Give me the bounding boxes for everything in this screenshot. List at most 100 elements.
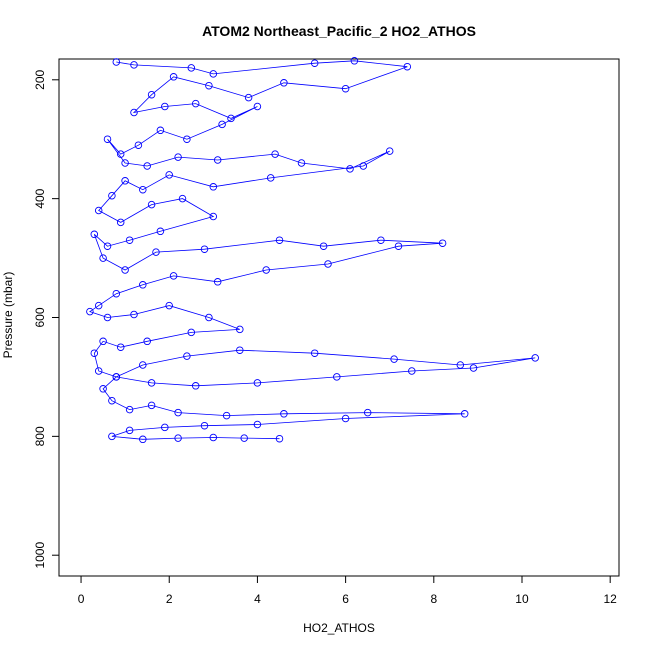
x-tick-label: 0 <box>78 592 85 606</box>
data-point <box>191 382 200 390</box>
data-point <box>359 162 368 170</box>
data-point <box>103 313 112 322</box>
data-point <box>319 242 328 250</box>
data-point <box>161 423 169 432</box>
data-point <box>152 248 160 256</box>
data-point <box>103 135 112 143</box>
data-point <box>147 379 156 387</box>
data-point <box>385 147 394 155</box>
data-point <box>169 272 178 280</box>
data-point <box>341 414 350 423</box>
data-point <box>403 62 412 71</box>
data-point <box>156 126 165 135</box>
x-tick-label: 12 <box>604 592 618 606</box>
data-point <box>240 434 248 442</box>
data-point <box>350 57 359 65</box>
data-point <box>86 307 94 316</box>
series-line <box>89 60 536 440</box>
data-point <box>266 174 275 182</box>
data-point <box>174 408 182 417</box>
x-tick-label: 2 <box>166 592 173 606</box>
data-point <box>99 254 107 262</box>
data-point <box>116 343 125 351</box>
data-point <box>213 156 222 164</box>
data-point <box>112 373 121 381</box>
data-point <box>236 346 244 354</box>
data-point <box>187 328 196 337</box>
data-point <box>200 245 209 253</box>
data-point <box>205 81 213 90</box>
data-point <box>147 401 156 410</box>
y-tick-label: 400 <box>33 188 47 208</box>
data-point <box>125 426 134 435</box>
x-axis: 0 2 4 6 8 10 12 <box>78 575 618 606</box>
data-point <box>143 162 151 170</box>
data-point <box>121 159 129 167</box>
data-point <box>377 236 385 244</box>
chart-title: ATOM2 Northeast_Pacific_2 HO2_ATHOS <box>202 23 476 39</box>
data-point <box>130 61 138 69</box>
data-point <box>408 367 416 375</box>
data-point <box>99 385 107 393</box>
data-point <box>213 278 222 286</box>
data-point <box>112 58 121 66</box>
data-point <box>94 367 103 375</box>
y-tick-label: 200 <box>33 69 47 89</box>
data-point <box>169 73 178 81</box>
data-point <box>183 352 191 360</box>
data-point <box>121 266 129 274</box>
data-point <box>394 242 403 250</box>
data-point <box>253 379 262 387</box>
data-point <box>438 239 447 247</box>
data-point <box>139 435 147 444</box>
x-axis-label: HO2_ATHOS <box>303 621 375 635</box>
data-point <box>222 411 231 420</box>
data-point <box>209 212 218 221</box>
data-point <box>253 420 262 429</box>
data-point <box>200 421 209 430</box>
data-point <box>275 434 284 443</box>
data-point <box>531 354 539 362</box>
x-tick-label: 8 <box>430 592 437 606</box>
data-point <box>209 433 218 442</box>
data-point <box>121 177 129 185</box>
data-point <box>275 236 284 244</box>
data-point <box>236 325 244 334</box>
data-point <box>324 260 332 268</box>
data-point <box>280 410 288 418</box>
data-point <box>134 141 143 149</box>
data-point <box>156 227 165 236</box>
data-point <box>139 185 147 194</box>
data-point <box>116 150 125 158</box>
data-point <box>130 108 138 117</box>
x-tick-label: 10 <box>515 592 529 606</box>
y-axis-label: Pressure (mbar) <box>1 272 15 359</box>
plot-frame <box>58 58 620 577</box>
data-point <box>209 70 218 78</box>
data-point <box>94 301 103 310</box>
data-point <box>280 79 288 87</box>
data-point <box>165 301 173 310</box>
data-point <box>161 102 169 111</box>
data-point <box>125 236 134 244</box>
y-tick-label: 600 <box>33 307 47 327</box>
data-point <box>297 159 306 167</box>
data-point <box>187 64 196 72</box>
data-point <box>112 289 121 298</box>
data-point <box>165 171 173 179</box>
data-point <box>125 405 134 414</box>
data-point <box>103 242 112 250</box>
data-point <box>143 337 151 346</box>
data-point <box>205 313 213 322</box>
data-point <box>147 90 156 99</box>
data-point <box>262 266 270 274</box>
data-point <box>108 432 116 441</box>
data-point <box>94 206 103 215</box>
data-point <box>218 120 226 129</box>
data-point <box>271 150 279 158</box>
y-tick-label: 800 <box>33 426 47 446</box>
data-point <box>469 364 478 372</box>
data-point <box>346 165 354 173</box>
